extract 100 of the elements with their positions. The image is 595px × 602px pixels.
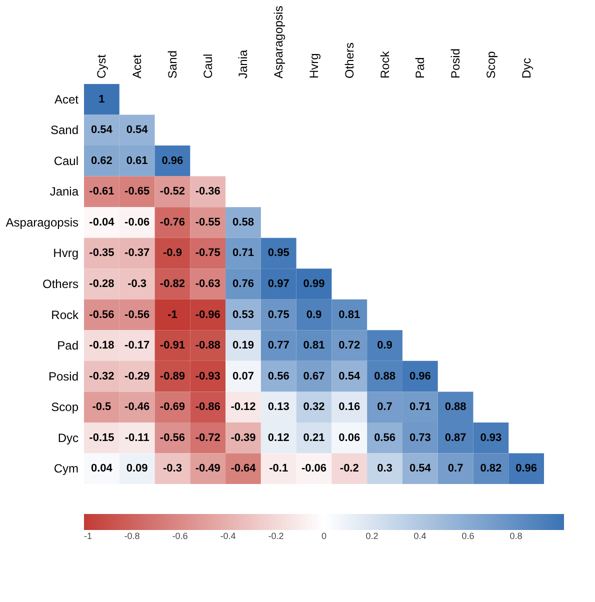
data-label: 0.88 [444,401,466,414]
data-label: -0.86 [195,401,220,414]
data-label: 0.67 [303,370,325,382]
data-label: -0.3 [128,278,147,290]
data-label: -0.76 [160,216,185,228]
data-label: 0.21 [303,432,325,444]
data-label: 0.71 [232,247,254,260]
data-label: 1 [98,93,105,106]
x-tick-label: Others [342,42,356,78]
x-tick-label: Jania [236,49,250,78]
data-label: -0.37 [124,247,150,260]
data-label: -0.46 [124,401,150,414]
data-label: -0.56 [89,308,114,321]
data-label: 0.13 [268,401,290,414]
data-label: 0.81 [338,308,360,321]
y-tick-label: Dyc [58,430,78,445]
data-label: 0.88 [374,370,396,382]
data-label: -0.64 [230,462,257,475]
y-tick-label: Caul [54,154,78,168]
data-label: -0.63 [195,278,220,290]
data-label: 0.93 [480,432,502,444]
data-label: 0.06 [338,432,360,444]
data-label: 0.76 [232,278,254,290]
data-label: 0.3 [377,462,392,475]
data-label: -0.17 [124,340,150,352]
data-label: 0.87 [444,432,466,444]
y-tick-label: Jania [50,184,79,199]
data-label: 0.75 [268,308,290,321]
x-tick-label: Asparagopsis [272,6,286,78]
data-label: -0.06 [124,216,150,228]
data-label: 0.16 [338,401,360,414]
data-label: 0.62 [90,154,112,167]
x-tick-label: Acet [130,54,144,78]
data-label: 0.12 [268,432,290,444]
data-label: -0.72 [195,432,220,444]
color-bar-label: 0 [321,531,327,541]
x-tick-label: Sand [165,50,180,78]
data-label: -0.2 [340,462,359,475]
data-label: 0.19 [232,340,254,352]
data-label: 0.96 [516,462,538,475]
y-tick-label: Sand [50,123,78,138]
color-bar-label: -0.6 [172,531,188,541]
data-label: 0.58 [232,216,254,228]
data-label: -0.69 [160,401,185,414]
color-bar-label: 0.8 [510,531,522,541]
data-label: 0.81 [303,340,325,352]
data-label: -0.55 [195,216,220,228]
y-tick-label: Others [42,277,78,291]
data-label: -0.82 [160,278,185,290]
data-label: 0.32 [303,401,325,414]
x-tick-label: Posid [448,48,463,78]
data-label: -0.61 [89,186,114,198]
data-label: 0.56 [268,370,290,382]
data-label: 0.61 [126,154,148,167]
data-label: -0.3 [162,462,182,475]
color-bar-label: -1 [84,531,92,541]
data-label: 0.04 [90,462,114,475]
data-label: 0.73 [409,432,431,444]
data-label: 0.7 [377,401,392,414]
color-bar-label: 0.6 [462,531,474,541]
data-label: -0.28 [89,278,114,290]
y-tick-label: Scop [51,400,79,414]
data-label: -0.89 [160,370,185,382]
data-label: -1 [168,308,178,321]
data-label: 0.99 [303,278,325,290]
data-label: -0.04 [89,216,116,228]
data-label: 0.96 [162,154,184,167]
data-label: -0.9 [162,247,182,260]
data-label: -0.91 [160,340,185,352]
x-tick-label: Pad [413,57,428,78]
data-label: 0.96 [409,370,431,382]
data-label: -0.35 [89,247,114,260]
color-bar-label: -0.2 [268,531,284,541]
data-label: -0.39 [230,432,256,444]
color-bar-label: -0.8 [124,531,140,541]
data-label: 0.07 [232,370,254,382]
data-label: -0.5 [92,401,112,414]
data-label: -0.96 [195,308,220,321]
data-label: -0.29 [124,370,150,382]
data-label: -0.49 [195,462,220,475]
data-label: -0.12 [230,401,256,414]
y-tick-label: Acet [54,92,80,106]
data-label: -0.32 [89,370,114,382]
x-tick-label: Rock [378,50,392,78]
data-label: -0.88 [195,340,220,352]
x-tick-label: Scop [484,50,498,78]
color-bar-label: 0.4 [414,531,426,541]
data-label: 0.54 [338,370,361,382]
x-tick-label: Caul [200,54,215,78]
color-bar-label: -0.4 [220,531,236,541]
y-tick-label: Cym [54,462,78,476]
x-tick-label: Hvrg [307,53,321,78]
data-label: -0.36 [195,186,220,198]
data-label: 0.77 [268,340,290,352]
x-tick-label: Cyst [94,54,109,78]
data-label: 0.7 [448,462,464,475]
y-tick-label: Rock [51,308,80,322]
data-label: 0.97 [268,278,290,290]
data-label: -0.11 [124,432,150,444]
data-label: 0.82 [480,462,502,475]
